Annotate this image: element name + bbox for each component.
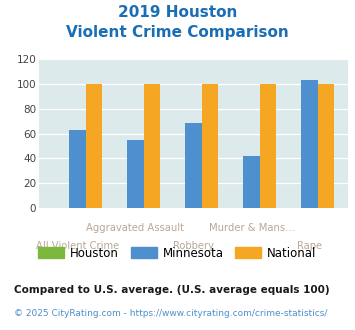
Bar xyxy=(86,84,102,208)
Bar xyxy=(185,122,202,208)
Bar xyxy=(318,84,334,208)
Text: Robbery: Robbery xyxy=(173,241,214,250)
Bar xyxy=(244,156,260,208)
Text: Compared to U.S. average. (U.S. average equals 100): Compared to U.S. average. (U.S. average … xyxy=(14,285,330,295)
Text: Rape: Rape xyxy=(297,241,322,250)
Bar xyxy=(202,84,218,208)
Text: Aggravated Assault: Aggravated Assault xyxy=(87,223,185,233)
Bar xyxy=(127,140,143,208)
Bar xyxy=(301,81,318,208)
Bar xyxy=(260,84,276,208)
Legend: Houston, Minnesota, National: Houston, Minnesota, National xyxy=(33,242,322,264)
Text: Murder & Mans...: Murder & Mans... xyxy=(208,223,294,233)
Text: © 2025 CityRating.com - https://www.cityrating.com/crime-statistics/: © 2025 CityRating.com - https://www.city… xyxy=(14,309,328,317)
Bar xyxy=(143,84,160,208)
Text: Violent Crime Comparison: Violent Crime Comparison xyxy=(66,25,289,40)
Text: 2019 Houston: 2019 Houston xyxy=(118,5,237,20)
Bar xyxy=(69,130,86,208)
Text: All Violent Crime: All Violent Crime xyxy=(36,241,119,250)
